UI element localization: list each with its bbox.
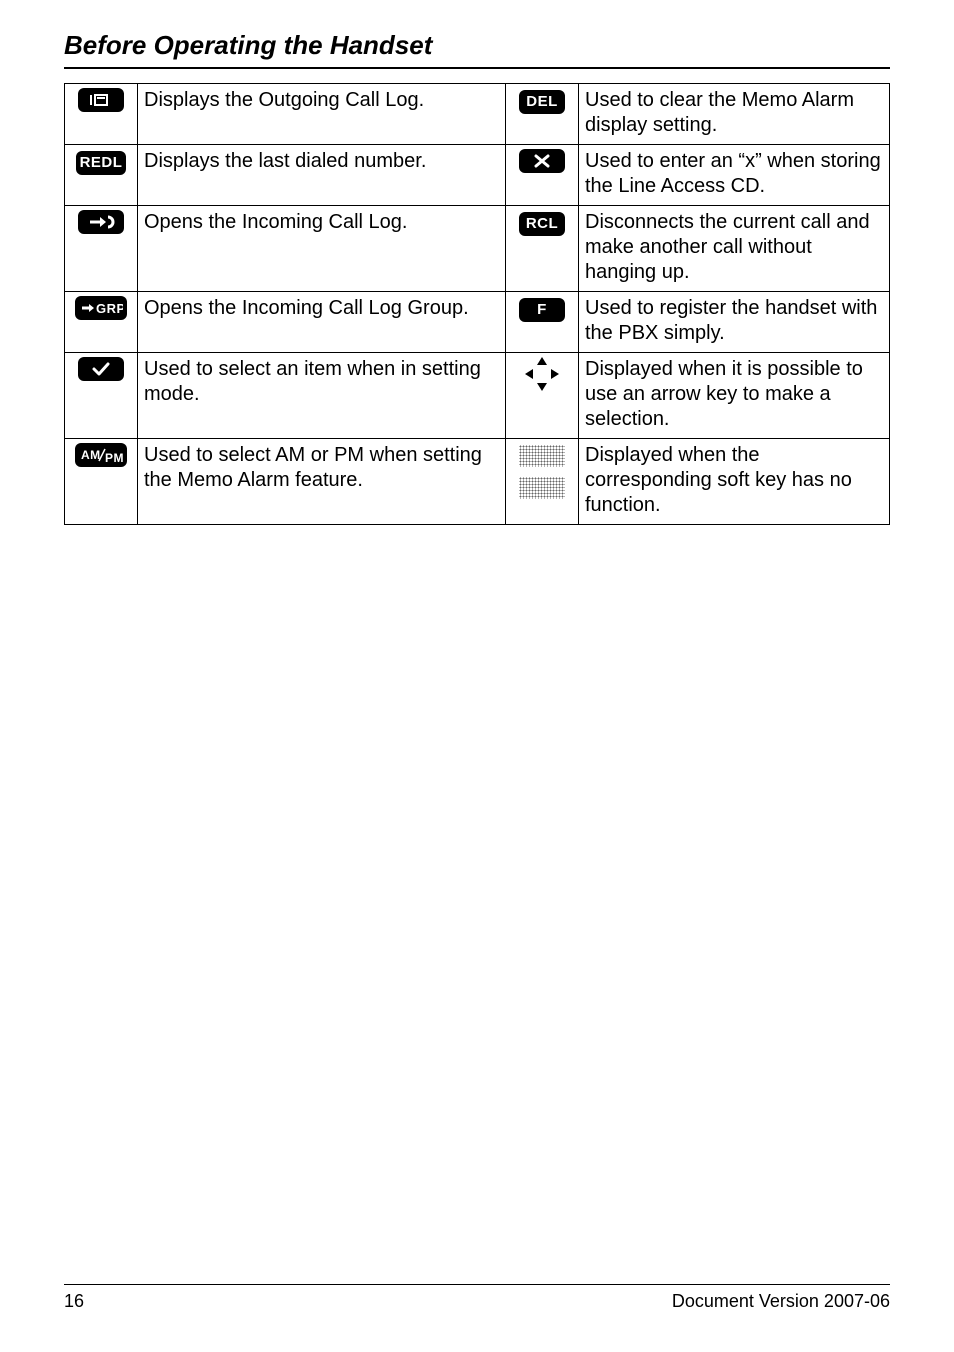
desc-text: Displayed when the corresponding soft ke… (579, 439, 890, 525)
table-row: Used to select an item when in setting m… (65, 353, 890, 439)
operations-table: Displays the Outgoing Call Log. DEL Used… (64, 83, 890, 525)
table-row: AM PM Used to select AM or PM when setti… (65, 439, 890, 525)
page-number: 16 (64, 1291, 84, 1312)
incoming-log-icon (78, 210, 124, 234)
page-footer: 16 Document Version 2007-06 (64, 1284, 890, 1312)
grp-icon: GRP (75, 296, 127, 320)
desc-text: Displays the last dialed number. (138, 145, 506, 206)
desc-text: Used to register the handset with the PB… (579, 292, 890, 353)
ampm-icon: AM PM (75, 443, 127, 467)
svg-text:PM: PM (105, 451, 123, 463)
x-icon (519, 149, 565, 173)
desc-text: Used to select an item when in setting m… (138, 353, 506, 439)
desc-text: Displayed when it is possible to use an … (579, 353, 890, 439)
table-row: GRP Opens the Incoming Call Log Group. F… (65, 292, 890, 353)
desc-text: Opens the Incoming Call Log Group. (138, 292, 506, 353)
page-title: Before Operating the Handset (64, 30, 890, 61)
title-rule (64, 67, 890, 69)
outgoing-log-icon (78, 88, 124, 112)
svg-text:GRP: GRP (96, 301, 123, 316)
f-icon: F (519, 298, 565, 322)
del-icon: DEL (519, 90, 565, 114)
svg-text:AM: AM (81, 448, 101, 462)
arrow-cluster-icon (525, 357, 559, 391)
desc-text: Displays the Outgoing Call Log. (138, 84, 506, 145)
table-row: Opens the Incoming Call Log. RCL Disconn… (65, 206, 890, 292)
check-icon (78, 357, 124, 381)
redl-icon: REDL (76, 151, 127, 175)
desc-text: Disconnects the current call and make an… (579, 206, 890, 292)
desc-text: Used to select AM or PM when setting the… (138, 439, 506, 525)
doc-version: Document Version 2007-06 (672, 1291, 890, 1312)
desc-text: Opens the Incoming Call Log. (138, 206, 506, 292)
table-row: REDL Displays the last dialed number. Us… (65, 145, 890, 206)
rcl-icon: RCL (519, 212, 565, 236)
table-row: Displays the Outgoing Call Log. DEL Used… (65, 84, 890, 145)
desc-text: Used to enter an “x” when storing the Li… (579, 145, 890, 206)
blank-softkey-icon (519, 443, 565, 501)
desc-text: Used to clear the Memo Alarm display set… (579, 84, 890, 145)
